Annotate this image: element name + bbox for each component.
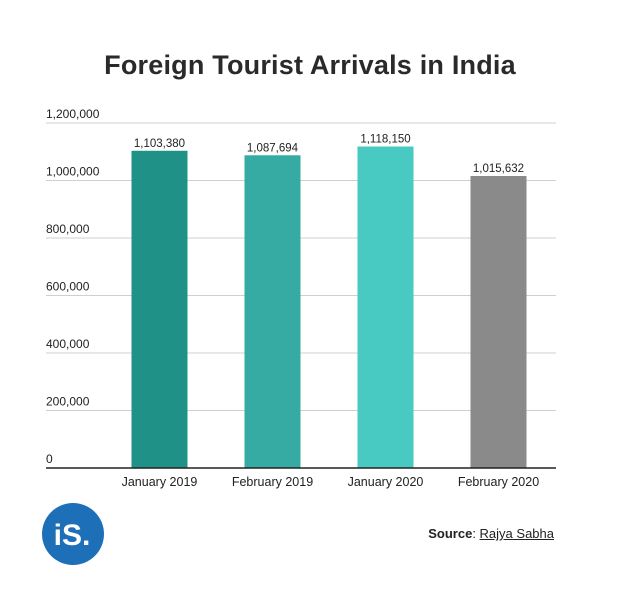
source-label: Source: [428, 526, 473, 541]
x-tick-label: February 2019: [232, 475, 313, 489]
y-tick-label: 200,000: [46, 395, 90, 409]
x-tick-label: February 2020: [458, 475, 539, 489]
y-tick-label: 800,000: [46, 222, 90, 236]
x-tick-label: January 2019: [122, 475, 198, 489]
bar: [131, 150, 188, 468]
source-link[interactable]: Rajya Sabha: [479, 526, 554, 541]
bar: [244, 155, 301, 469]
bar: [470, 176, 527, 468]
bar: [357, 146, 414, 469]
y-tick-label: 1,000,000: [46, 165, 100, 179]
y-tick-label: 1,200,000: [46, 107, 100, 121]
data-label: 1,118,150: [360, 134, 410, 146]
insights-logo-icon: iS.: [42, 503, 104, 565]
y-tick-label: 0: [46, 452, 53, 466]
data-label: 1,015,632: [473, 163, 524, 175]
source-credit: Source: Rajya Sabha: [428, 526, 554, 541]
logo-text: iS.: [54, 519, 91, 552]
source-separator: :: [472, 526, 480, 541]
data-label: 1,103,380: [134, 138, 185, 150]
data-label: 1,087,694: [247, 142, 299, 154]
y-tick-label: 400,000: [46, 337, 90, 351]
logo-circle: [42, 503, 104, 565]
chart-title: Foreign Tourist Arrivals in India: [104, 50, 516, 80]
y-tick-label: 600,000: [46, 280, 90, 294]
x-tick-label: January 2020: [348, 475, 424, 489]
